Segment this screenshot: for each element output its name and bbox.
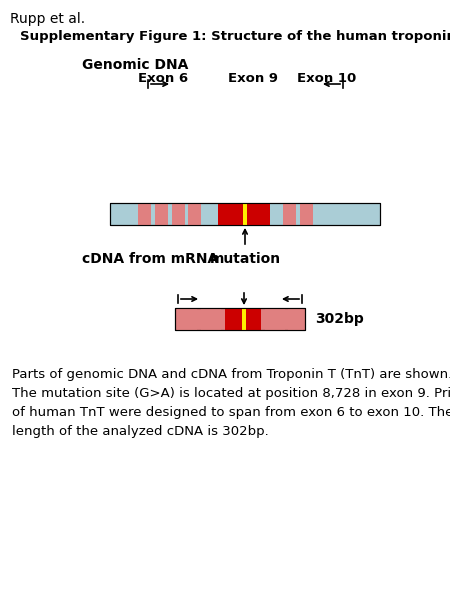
Text: Parts of genomic DNA and cDNA from Troponin T (TnT) are shown.: Parts of genomic DNA and cDNA from Tropo… xyxy=(12,368,450,381)
Text: The mutation site (G>A) is located at position 8,728 in exon 9. Primers: The mutation site (G>A) is located at po… xyxy=(12,387,450,400)
Bar xyxy=(138,203,151,225)
Bar xyxy=(175,308,305,330)
Bar xyxy=(177,308,197,330)
Text: cDNA from mRNA: cDNA from mRNA xyxy=(82,252,218,266)
Bar xyxy=(172,203,185,225)
Text: Exon 10: Exon 10 xyxy=(297,72,356,85)
Bar xyxy=(288,308,303,330)
Bar xyxy=(175,308,305,330)
Bar xyxy=(300,203,313,225)
Text: Supplementary Figure 1: Structure of the human troponin T gene: Supplementary Figure 1: Structure of the… xyxy=(20,30,450,43)
Text: mutation: mutation xyxy=(209,252,280,266)
Text: length of the analyzed cDNA is 302bp.: length of the analyzed cDNA is 302bp. xyxy=(12,425,269,438)
Text: Genomic DNA: Genomic DNA xyxy=(82,58,189,72)
Text: Exon 9: Exon 9 xyxy=(228,72,278,85)
Bar xyxy=(110,203,380,225)
Text: Exon 6: Exon 6 xyxy=(138,72,188,85)
Text: Rupp et al.: Rupp et al. xyxy=(10,12,85,26)
Bar xyxy=(283,203,296,225)
Bar xyxy=(225,308,261,330)
Bar xyxy=(201,308,221,330)
Text: 302bp: 302bp xyxy=(315,312,364,326)
Bar xyxy=(243,203,247,225)
Text: of human TnT were designed to span from exon 6 to exon 10. The: of human TnT were designed to span from … xyxy=(12,406,450,419)
Bar xyxy=(242,308,246,330)
Bar xyxy=(155,203,168,225)
Bar xyxy=(218,203,270,225)
Bar xyxy=(265,308,285,330)
Bar xyxy=(188,203,201,225)
Bar xyxy=(110,203,380,225)
